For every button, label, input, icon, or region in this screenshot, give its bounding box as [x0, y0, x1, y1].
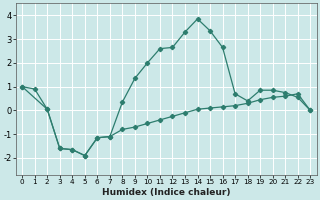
X-axis label: Humidex (Indice chaleur): Humidex (Indice chaleur): [102, 188, 230, 197]
